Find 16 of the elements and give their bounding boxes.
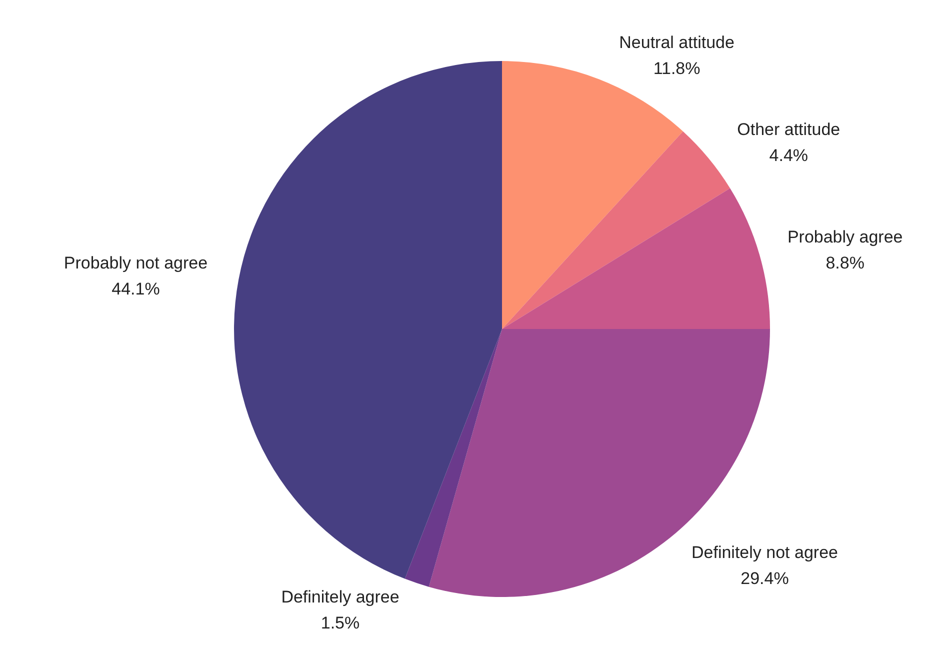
data-label: 1.5% (320, 614, 360, 632)
data-label: 4.4% (769, 146, 808, 166)
slice-label: Definitely agree (281, 588, 400, 606)
pie-slice (502, 131, 730, 329)
data-label: 29.4% (740, 569, 789, 588)
slice-label: Probably agree (787, 228, 903, 247)
data-label: 44.1% (112, 280, 160, 299)
data-label: 11.8% (653, 59, 700, 78)
slice-label: Other attitude (737, 120, 840, 140)
pie-slice (404, 329, 502, 587)
pie-slice (502, 188, 770, 329)
slice-label: Neutral attitude (619, 33, 734, 52)
pie-slice (234, 61, 502, 579)
slice-label: Definitely not agree (692, 543, 838, 562)
data-label: 8.8% (826, 254, 864, 273)
slice-label: Probably not agree (64, 254, 208, 273)
